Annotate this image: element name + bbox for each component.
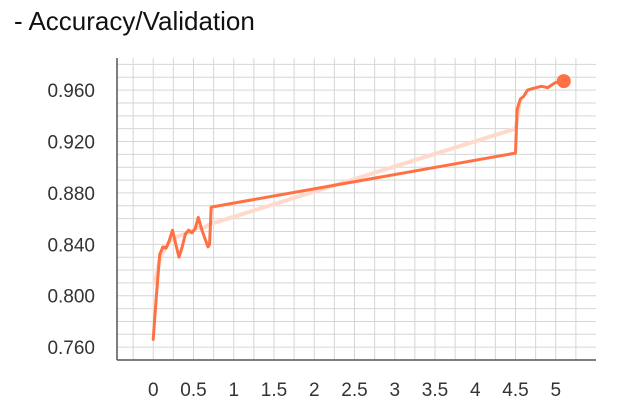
series-layer [151,74,571,341]
x-tick-label: 1.5 [261,380,287,401]
y-tick-label: 0.920 [47,133,95,154]
x-tick-label: 4.5 [502,380,528,401]
y-tick-label: 0.880 [47,184,95,205]
x-tick-label: 3 [389,380,400,401]
last-point-marker[interactable] [556,74,571,89]
y-tick-label: 0.760 [47,338,95,359]
x-tick-label: 2.5 [341,380,367,401]
x-tick-label: 5 [550,380,561,401]
x-tick-label: 0 [148,380,159,401]
x-tick-label: 2 [309,380,320,401]
y-tick-label: 0.840 [47,235,95,256]
x-tick-label: 1 [228,380,239,401]
x-tick-label: 0.5 [180,380,206,401]
y-tick-label: 0.960 [47,81,95,102]
series-line-smoothed [152,98,523,285]
x-tick-label: 3.5 [422,380,448,401]
tick-labels: 0 0.5 1 1.5 2 2.5 3 3.5 4 4.5 5 0.760 0.800 0.840 0.88… [47,81,561,401]
grid [117,58,596,360]
x-tick-label: 4 [470,380,481,401]
chart-title: - Accuracy/Validation [14,6,255,36]
series-line-main [151,79,566,341]
axes [116,58,596,361]
y-tick-label: 0.800 [47,287,95,308]
